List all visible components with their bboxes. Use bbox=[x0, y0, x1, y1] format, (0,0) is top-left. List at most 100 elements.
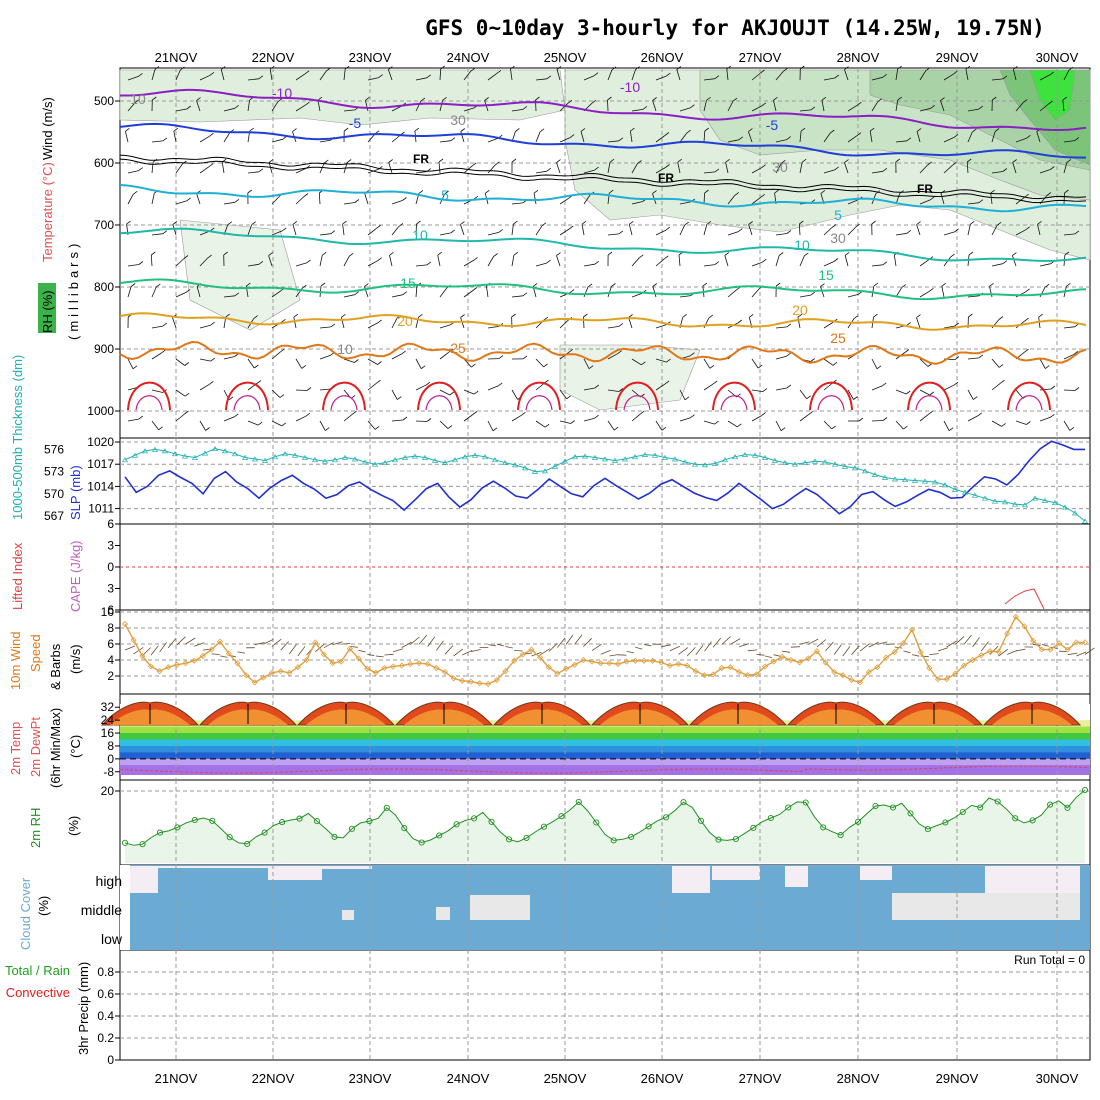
wind-barb bbox=[511, 389, 518, 400]
wind-barb-flag bbox=[820, 283, 825, 287]
wind10m-barb bbox=[159, 642, 167, 653]
wind-barb-flag bbox=[804, 252, 809, 257]
wind-point bbox=[727, 664, 734, 671]
wind-barb bbox=[295, 389, 308, 391]
thickness-point bbox=[641, 451, 649, 457]
precip-tick: 0.6 bbox=[97, 987, 114, 1001]
cloud-high-clear bbox=[860, 866, 892, 880]
wind-point bbox=[692, 668, 699, 675]
thickness-point bbox=[511, 462, 519, 468]
wind-barb-flag bbox=[1002, 75, 1008, 80]
wind10m-barb bbox=[704, 641, 712, 652]
wind-point bbox=[303, 656, 310, 664]
wind-point bbox=[718, 664, 725, 672]
rh2m-point bbox=[226, 834, 233, 841]
wind-barb bbox=[199, 383, 210, 391]
wind-barb-flag bbox=[786, 384, 792, 389]
wind-barb-flag bbox=[180, 66, 185, 71]
wind-barb bbox=[991, 382, 1001, 391]
wind-barb bbox=[991, 420, 1002, 427]
wind-tick: 4 bbox=[107, 653, 114, 667]
wind-point bbox=[277, 668, 284, 675]
wind-barb bbox=[295, 358, 303, 369]
wind-barb-flag bbox=[618, 230, 624, 235]
wind-barb bbox=[151, 389, 163, 393]
cloud-middle-fill bbox=[470, 895, 530, 920]
wind10m-barb bbox=[643, 644, 652, 647]
wind-barb bbox=[415, 420, 428, 422]
thickness-point bbox=[1041, 497, 1049, 503]
date-bottom-label: 24NOV bbox=[447, 1071, 490, 1086]
wind10m-barb bbox=[998, 648, 1009, 657]
thickness-point bbox=[541, 468, 549, 474]
wind-barb bbox=[871, 170, 883, 174]
wind-barb-flag bbox=[609, 158, 615, 163]
ylabel-wind-text: Wind (m/s) bbox=[40, 97, 55, 160]
wind-barb bbox=[799, 255, 805, 267]
thickness-tick: 567 bbox=[44, 509, 64, 523]
wind10m-barb bbox=[600, 650, 611, 655]
wind-barb bbox=[1013, 69, 1017, 81]
wind-barb bbox=[535, 131, 541, 143]
wind-barb bbox=[727, 289, 737, 298]
wind-barb bbox=[1063, 233, 1075, 236]
contour-plus10 bbox=[119, 227, 1087, 262]
wind-barb bbox=[511, 295, 523, 298]
wind-barb-flag bbox=[473, 390, 479, 395]
thickness-tick: 573 bbox=[44, 465, 64, 479]
wind-barb bbox=[151, 69, 156, 81]
wind-barb bbox=[990, 193, 993, 205]
wind-barb-flag bbox=[761, 102, 767, 107]
chart-title: GFS 0~10day 3-hourly for AKJOUJT (14.25W… bbox=[425, 16, 1045, 40]
wind-barb-flag bbox=[954, 228, 959, 233]
thickness-point bbox=[931, 479, 939, 485]
rh2m-point bbox=[593, 819, 600, 826]
wind-point bbox=[744, 672, 751, 679]
wind10m-barb bbox=[375, 655, 384, 658]
wind-point bbox=[753, 671, 760, 678]
wind-barb-flag bbox=[1002, 260, 1008, 265]
wind-barb bbox=[295, 168, 307, 174]
wind-barb-flag bbox=[725, 158, 730, 163]
wind10m-barb bbox=[626, 651, 635, 654]
wind-barb bbox=[989, 286, 993, 298]
wind-barb bbox=[775, 163, 782, 174]
wind-barb-flag bbox=[546, 167, 552, 172]
wind-barb bbox=[607, 389, 619, 392]
wind-barb-flag bbox=[927, 161, 932, 166]
contour-plus25 bbox=[119, 340, 1087, 365]
wind10m-barb bbox=[721, 636, 731, 645]
wind-barb bbox=[583, 387, 595, 391]
li-tick: 3 bbox=[107, 582, 114, 596]
wind-barb-flag bbox=[929, 391, 935, 396]
wind-barb bbox=[655, 75, 667, 81]
wind-point bbox=[632, 657, 639, 664]
thickness-point bbox=[521, 465, 529, 471]
thickness-point bbox=[171, 451, 179, 457]
wind-barb bbox=[365, 100, 369, 112]
wind-barb-flag bbox=[246, 282, 251, 287]
wind-barb bbox=[1039, 169, 1051, 174]
wind-barb-flag bbox=[977, 412, 982, 417]
wind-barb-flag bbox=[541, 222, 547, 227]
rh2m-point bbox=[279, 819, 286, 826]
wind-barb bbox=[607, 233, 619, 236]
thickness-point bbox=[971, 492, 979, 498]
wind-barb bbox=[439, 420, 449, 429]
wind-point bbox=[588, 658, 596, 665]
wind-point bbox=[1038, 646, 1045, 653]
wind-barb-flag bbox=[330, 230, 336, 235]
wind-barb-flag bbox=[186, 105, 192, 110]
wind-barb-flag bbox=[447, 425, 453, 429]
wind-barb bbox=[919, 199, 931, 205]
wind-barb-flag bbox=[543, 316, 549, 321]
wind-barb bbox=[847, 104, 858, 112]
date-top-label: 28NOV bbox=[837, 50, 880, 65]
wind-barb bbox=[677, 162, 681, 174]
wind-barb bbox=[175, 292, 187, 298]
wind-barb-flag bbox=[994, 128, 1000, 132]
wind-barb bbox=[271, 420, 282, 427]
wind-barb-flag bbox=[906, 322, 911, 326]
wind-barb bbox=[679, 132, 687, 143]
wind-barb bbox=[799, 294, 811, 298]
